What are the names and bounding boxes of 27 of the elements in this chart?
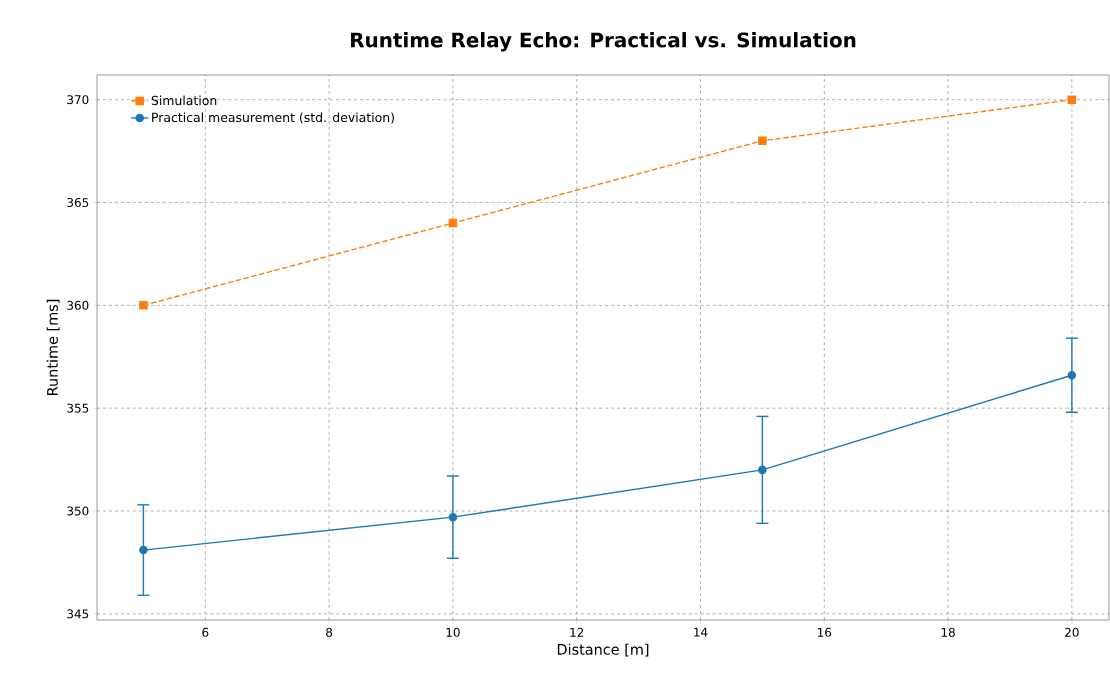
x-tick-label: 14 — [694, 627, 708, 637]
point — [448, 218, 458, 228]
x-tick-label: 18 — [941, 627, 955, 637]
chart-title: Runtime Relay Echo: Practical vs. Simulation — [351, 32, 856, 52]
x-tick-label: 6 — [202, 627, 209, 637]
y-tick-label: 345 — [67, 609, 89, 619]
point — [758, 136, 767, 146]
point — [758, 465, 767, 475]
x-tick-label: 12 — [570, 627, 584, 637]
point — [1067, 370, 1077, 380]
y-tick-label: 370 — [67, 95, 89, 105]
x-tick-label: 10 — [446, 627, 460, 637]
x-tick-label: 20 — [1065, 627, 1079, 637]
x-tick-label: 8 — [326, 627, 333, 637]
y-axis-title: Runtime [ms] — [46, 299, 60, 395]
point — [1067, 95, 1077, 104]
point — [139, 301, 148, 310]
x-tick-label: 16 — [817, 627, 832, 637]
x-axis-title: Distance [m] — [557, 643, 649, 657]
point — [448, 512, 458, 522]
legend-label: Simulation — [151, 95, 217, 106]
legend-label: Practical measurement (std. deviation) — [152, 112, 394, 124]
y-tick-label: 365 — [67, 197, 89, 208]
point — [139, 545, 148, 555]
y-tick-label: 350 — [67, 506, 89, 516]
y-tick-label: 360 — [67, 300, 89, 310]
y-tick-label: 355 — [67, 403, 89, 413]
